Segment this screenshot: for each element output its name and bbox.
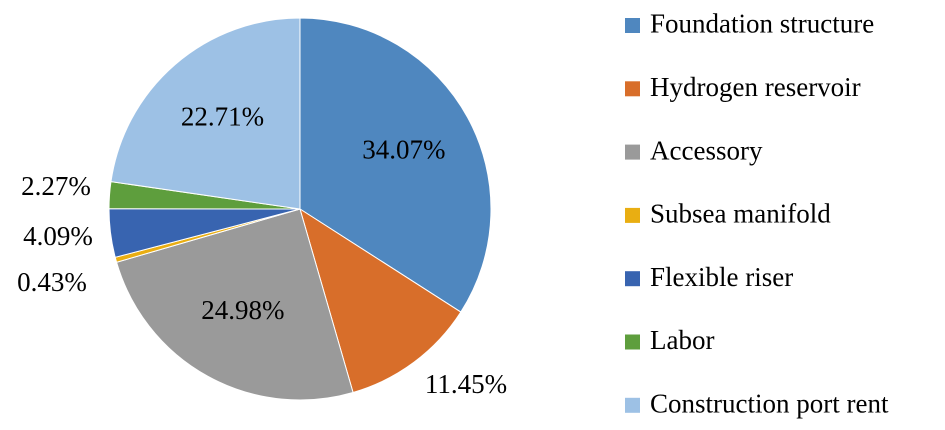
legend-label-hydrogen-reservoir: Hydrogen reservoir <box>650 72 861 102</box>
pie-slices <box>108 17 492 401</box>
legend-swatch-foundation-structure <box>625 18 640 33</box>
data-label-labor: 2.27% <box>21 171 91 201</box>
legend-swatch-labor <box>625 334 640 350</box>
legend-label-labor: Labor <box>650 325 714 355</box>
legend-label-flexible-riser: Flexible riser <box>650 262 793 292</box>
pie-data-labels: 34.07% 11.45% 24.98% 0.43% 4.09% 2.27% 22.71% <box>17 102 507 400</box>
legend-swatch-flexible-riser <box>625 271 640 287</box>
data-label-flexible-riser: 4.09% <box>23 221 93 251</box>
legend-label-subsea-manifold: Subsea manifold <box>650 199 831 229</box>
data-label-foundation-structure: 34.07% <box>362 134 445 164</box>
pie-slice-accessory <box>115 208 354 401</box>
legend-label-foundation-structure: Foundation structure <box>650 9 874 39</box>
data-label-accessory: 24.98% <box>201 295 284 325</box>
legend-label-construction-port-rent: Construction port rent <box>650 389 889 419</box>
legend-swatch-construction-port-rent <box>625 397 640 413</box>
pie-slice-construction-port-rent <box>110 17 301 210</box>
legend-swatch-subsea-manifold <box>625 207 640 223</box>
pie-slice-foundation-structure <box>299 17 492 313</box>
legend-swatch-accessory <box>625 144 640 160</box>
legend: Foundation structure Hydrogen reservoir Ac… <box>625 9 889 419</box>
legend-swatch-hydrogen-reservoir <box>625 81 640 97</box>
data-label-construction-port-rent: 22.71% <box>181 102 264 132</box>
data-label-hydrogen-reservoir: 11.45% <box>425 369 507 399</box>
legend-label-accessory: Accessory <box>650 135 763 165</box>
data-label-subsea-manifold: 0.43% <box>17 267 87 297</box>
